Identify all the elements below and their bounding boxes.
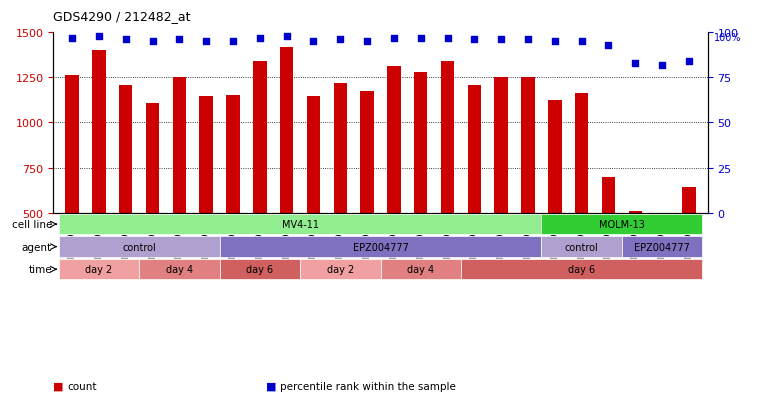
FancyBboxPatch shape (220, 259, 300, 280)
Text: percentile rank within the sample: percentile rank within the sample (280, 381, 456, 391)
Text: cell line: cell line (11, 220, 52, 230)
Bar (414, 73, 428, 304)
Bar (92, 51, 106, 304)
Text: control: control (565, 242, 599, 252)
Bar (307, 97, 320, 304)
FancyBboxPatch shape (622, 237, 702, 257)
FancyBboxPatch shape (139, 259, 220, 280)
Bar (361, 92, 374, 304)
Point (119, 37, 132, 43)
Bar (683, 188, 696, 304)
FancyBboxPatch shape (300, 259, 380, 280)
Text: EPZ004777: EPZ004777 (634, 242, 690, 252)
FancyBboxPatch shape (220, 237, 541, 257)
Point (683, 59, 695, 65)
Point (549, 39, 561, 45)
Text: time: time (28, 265, 52, 275)
Point (227, 39, 239, 45)
Text: day 4: day 4 (166, 265, 193, 275)
Bar (280, 48, 293, 304)
Bar (495, 78, 508, 304)
Text: day 6: day 6 (247, 265, 273, 275)
Bar (575, 93, 588, 304)
Point (522, 37, 534, 43)
Text: MV4-11: MV4-11 (282, 220, 319, 230)
Point (307, 39, 320, 45)
Bar (387, 67, 400, 304)
Bar (65, 76, 78, 304)
Text: control: control (123, 242, 156, 252)
Text: MOLM-13: MOLM-13 (599, 220, 645, 230)
Point (656, 62, 668, 69)
FancyBboxPatch shape (59, 214, 541, 235)
Point (174, 37, 186, 43)
Bar (333, 83, 347, 304)
Bar (226, 96, 240, 304)
Text: day 2: day 2 (85, 265, 113, 275)
Point (93, 33, 105, 40)
Text: day 6: day 6 (568, 265, 595, 275)
Bar (548, 101, 562, 304)
Text: agent: agent (22, 242, 52, 252)
FancyBboxPatch shape (541, 214, 702, 235)
FancyBboxPatch shape (380, 259, 461, 280)
Text: day 4: day 4 (407, 265, 435, 275)
Point (388, 35, 400, 42)
Bar (199, 97, 213, 304)
Text: 100%: 100% (715, 33, 742, 43)
Point (146, 39, 158, 45)
FancyBboxPatch shape (461, 259, 702, 280)
Bar (655, 213, 669, 304)
Text: GDS4290 / 212482_at: GDS4290 / 212482_at (53, 10, 191, 23)
Bar (468, 85, 481, 304)
Point (495, 37, 508, 43)
Text: count: count (67, 381, 97, 391)
Bar (441, 62, 454, 304)
Bar (602, 177, 615, 304)
Text: ■: ■ (53, 381, 64, 391)
Point (603, 43, 615, 49)
FancyBboxPatch shape (59, 237, 220, 257)
Point (415, 35, 427, 42)
Bar (146, 103, 159, 304)
Bar (253, 62, 266, 304)
Point (361, 39, 373, 45)
Point (629, 60, 642, 67)
Point (281, 33, 293, 40)
Point (334, 37, 346, 43)
Point (200, 39, 212, 45)
FancyBboxPatch shape (59, 259, 139, 280)
Point (468, 37, 480, 43)
Bar (521, 78, 535, 304)
Text: day 2: day 2 (326, 265, 354, 275)
Point (575, 39, 587, 45)
Bar (629, 211, 642, 304)
FancyBboxPatch shape (541, 237, 622, 257)
Point (253, 35, 266, 42)
Point (441, 35, 454, 42)
Bar (119, 85, 132, 304)
Text: ■: ■ (266, 381, 277, 391)
Bar (173, 78, 186, 304)
Point (66, 35, 78, 42)
Text: EPZ004777: EPZ004777 (352, 242, 409, 252)
